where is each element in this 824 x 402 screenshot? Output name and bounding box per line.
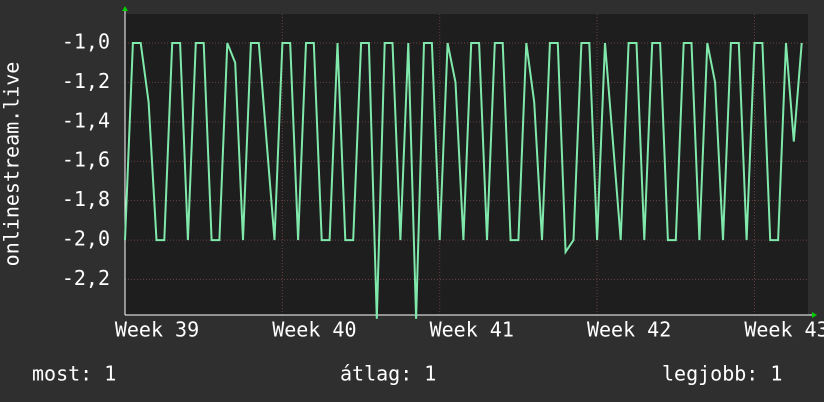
x-tick-label: Week 41 [430,318,514,342]
x-tick-label: Week 43 [744,318,824,342]
y-tick-label: -1,0 [62,29,110,53]
footer-stat: átlag: 1 [340,362,436,386]
y-tick-label: -1,6 [62,148,110,172]
y-tick-label: -2,0 [62,227,110,251]
y-tick-label: -1,4 [62,108,110,132]
x-axis-arrow [812,312,817,318]
y-tick-label: -1,8 [62,187,110,211]
x-tick-label: Week 42 [587,318,671,342]
footer-stat: most: 1 [32,362,116,386]
x-tick-label: Week 40 [272,318,356,342]
x-tick-label: Week 39 [115,318,199,342]
y-axis-label: onlinestream.live [0,62,24,267]
y-tick-label: -1,2 [62,69,110,93]
footer-stat: legjobb: 1 [662,362,782,386]
y-axis-arrow [122,6,128,11]
y-tick-label: -2,2 [62,266,110,290]
data-line [124,42,803,319]
